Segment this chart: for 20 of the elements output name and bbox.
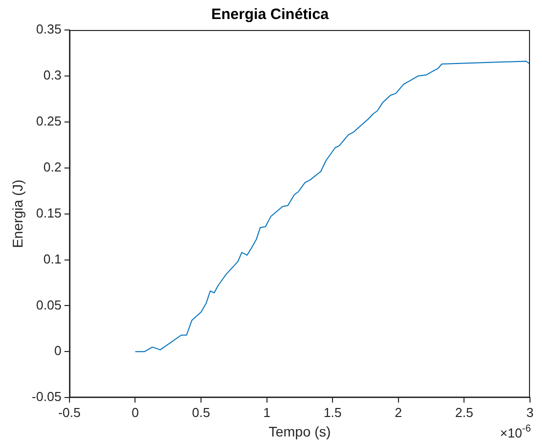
chart-title: Energia Cinética: [211, 6, 330, 24]
y-tick-label: -0.05: [32, 389, 62, 404]
y-tick-label: 0.35: [36, 22, 62, 37]
x-tick-label: 0.5: [192, 404, 210, 420]
y-tick-label: 0.05: [36, 297, 62, 312]
x-tick-label: -0.5: [58, 404, 81, 420]
x-tick-label: 0: [132, 404, 139, 420]
y-tick-label: 0.25: [36, 113, 62, 128]
x-tick-label: 2.5: [455, 404, 474, 420]
x-tick-label: 1: [263, 404, 270, 420]
y-tick-label: 0: [54, 343, 62, 358]
x-tick-label: 3: [526, 404, 534, 420]
x-axis-title: Tempo (s): [268, 423, 331, 440]
y-tick-label: 0.1: [43, 251, 62, 266]
x-tick-label: 2: [394, 404, 402, 420]
y-tick-label: 0.2: [43, 159, 62, 174]
x-tick-label: 1.5: [324, 404, 342, 420]
y-tick-label: 0.15: [36, 205, 62, 220]
y-axis-title: Energia (J): [9, 180, 26, 248]
y-tick-label: 0.3: [43, 68, 62, 83]
